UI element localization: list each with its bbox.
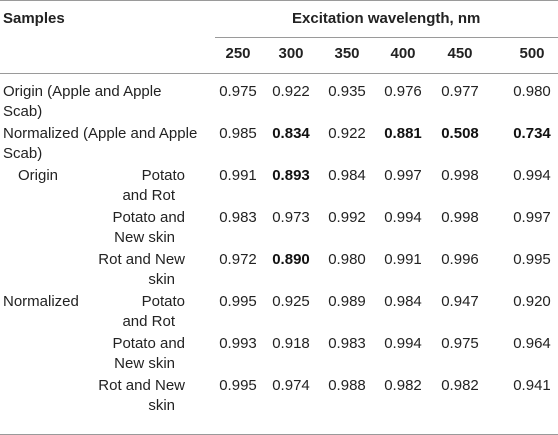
table-cell-value: 0.925 <box>272 293 310 310</box>
table-cell-value: 0.991 <box>219 167 257 184</box>
table-cell-value: 0.508 <box>441 125 479 142</box>
row-sample-label: Potato and <box>112 209 185 226</box>
row-group-label: Normalized (Apple and Apple <box>3 125 198 142</box>
wavelength-header-400: 400 <box>390 45 416 62</box>
table-cell-value: 0.985 <box>219 125 257 142</box>
table-cell-value: 0.992 <box>328 209 366 226</box>
row-sample-label-cont: New skin <box>114 355 175 372</box>
row-sample-label-cont: and Rot <box>122 313 175 330</box>
table-cell-value: 0.994 <box>513 167 551 184</box>
samples-header: Samples <box>3 10 65 27</box>
wavelength-header-250: 250 <box>225 45 251 62</box>
table-cell-value: 0.922 <box>272 83 310 100</box>
row-sample-label: Potato <box>141 167 185 184</box>
table-cell-value: 0.973 <box>272 209 310 226</box>
row-group-label: Origin (Apple and Apple <box>3 83 162 100</box>
table-cell-value: 0.734 <box>513 125 551 142</box>
table-cell-value: 0.941 <box>513 377 551 394</box>
row-sample-label-cont: skin <box>148 397 175 414</box>
table-cell-value: 0.983 <box>328 335 366 352</box>
row-sample-label: Rot and New <box>98 251 185 268</box>
table-cell-value: 0.989 <box>328 293 366 310</box>
row-sample-label-cont: skin <box>148 271 175 288</box>
table-cell-value: 0.890 <box>272 251 310 268</box>
table-cell-value: 0.997 <box>513 209 551 226</box>
table-cell-value: 0.988 <box>328 377 366 394</box>
table-cell-value: 0.984 <box>384 293 422 310</box>
table-cell-value: 0.996 <box>441 251 479 268</box>
row-sample-label-cont: and Rot <box>122 187 175 204</box>
header-sub-rule <box>215 37 558 38</box>
row-group-label-cont: Scab) <box>3 145 43 162</box>
table-cell-value: 0.991 <box>384 251 422 268</box>
table-cell-value: 0.881 <box>384 125 422 142</box>
row-sample-label-cont: New skin <box>114 229 175 246</box>
table-cell-value: 0.983 <box>219 209 257 226</box>
wavelength-header-300: 300 <box>278 45 304 62</box>
table-cell-value: 0.980 <box>328 251 366 268</box>
table-cell-value: 0.998 <box>441 167 479 184</box>
table-cell-value: 0.977 <box>441 83 479 100</box>
table-cell-value: 0.994 <box>384 335 422 352</box>
table-cell-value: 0.993 <box>219 335 257 352</box>
table-cell-value: 0.972 <box>219 251 257 268</box>
table-cell-value: 0.975 <box>219 83 257 100</box>
excitation-header: Excitation wavelength, nm <box>292 10 481 27</box>
table-cell-value: 0.982 <box>441 377 479 394</box>
row-group-label: Origin <box>18 167 59 184</box>
table-cell-value: 0.947 <box>441 293 479 310</box>
table-cell-value: 0.935 <box>328 83 366 100</box>
table-cell-value: 0.920 <box>513 293 551 310</box>
table-cell-value: 0.834 <box>272 125 310 142</box>
table-cell-value: 0.922 <box>328 125 366 142</box>
table-cell-value: 0.918 <box>272 335 310 352</box>
wavelength-header-500: 500 <box>519 45 545 62</box>
table-cell-value: 0.998 <box>441 209 479 226</box>
table-cell-value: 0.982 <box>384 377 422 394</box>
wavelength-header-450: 450 <box>447 45 473 62</box>
table-cell-value: 0.974 <box>272 377 310 394</box>
row-group-label-cont: Scab) <box>3 103 43 120</box>
wavelength-header-350: 350 <box>334 45 360 62</box>
row-group-label: Normalized <box>3 293 79 310</box>
header-bottom-rule <box>0 73 558 74</box>
table-cell-value: 0.995 <box>219 377 257 394</box>
table-cell-value: 0.995 <box>513 251 551 268</box>
table-top-rule <box>0 0 558 1</box>
table-cell-value: 0.975 <box>441 335 479 352</box>
table-cell-value: 0.980 <box>513 83 551 100</box>
table-cell-value: 0.976 <box>384 83 422 100</box>
table-cell-value: 0.984 <box>328 167 366 184</box>
row-sample-label: Potato <box>141 293 185 310</box>
table-cell-value: 0.995 <box>219 293 257 310</box>
table-cell-value: 0.997 <box>384 167 422 184</box>
table-cell-value: 0.964 <box>513 335 551 352</box>
table-cell-value: 0.893 <box>272 167 310 184</box>
row-sample-label: Potato and <box>112 335 185 352</box>
row-sample-label: Rot and New <box>98 377 185 394</box>
table-cell-value: 0.994 <box>384 209 422 226</box>
